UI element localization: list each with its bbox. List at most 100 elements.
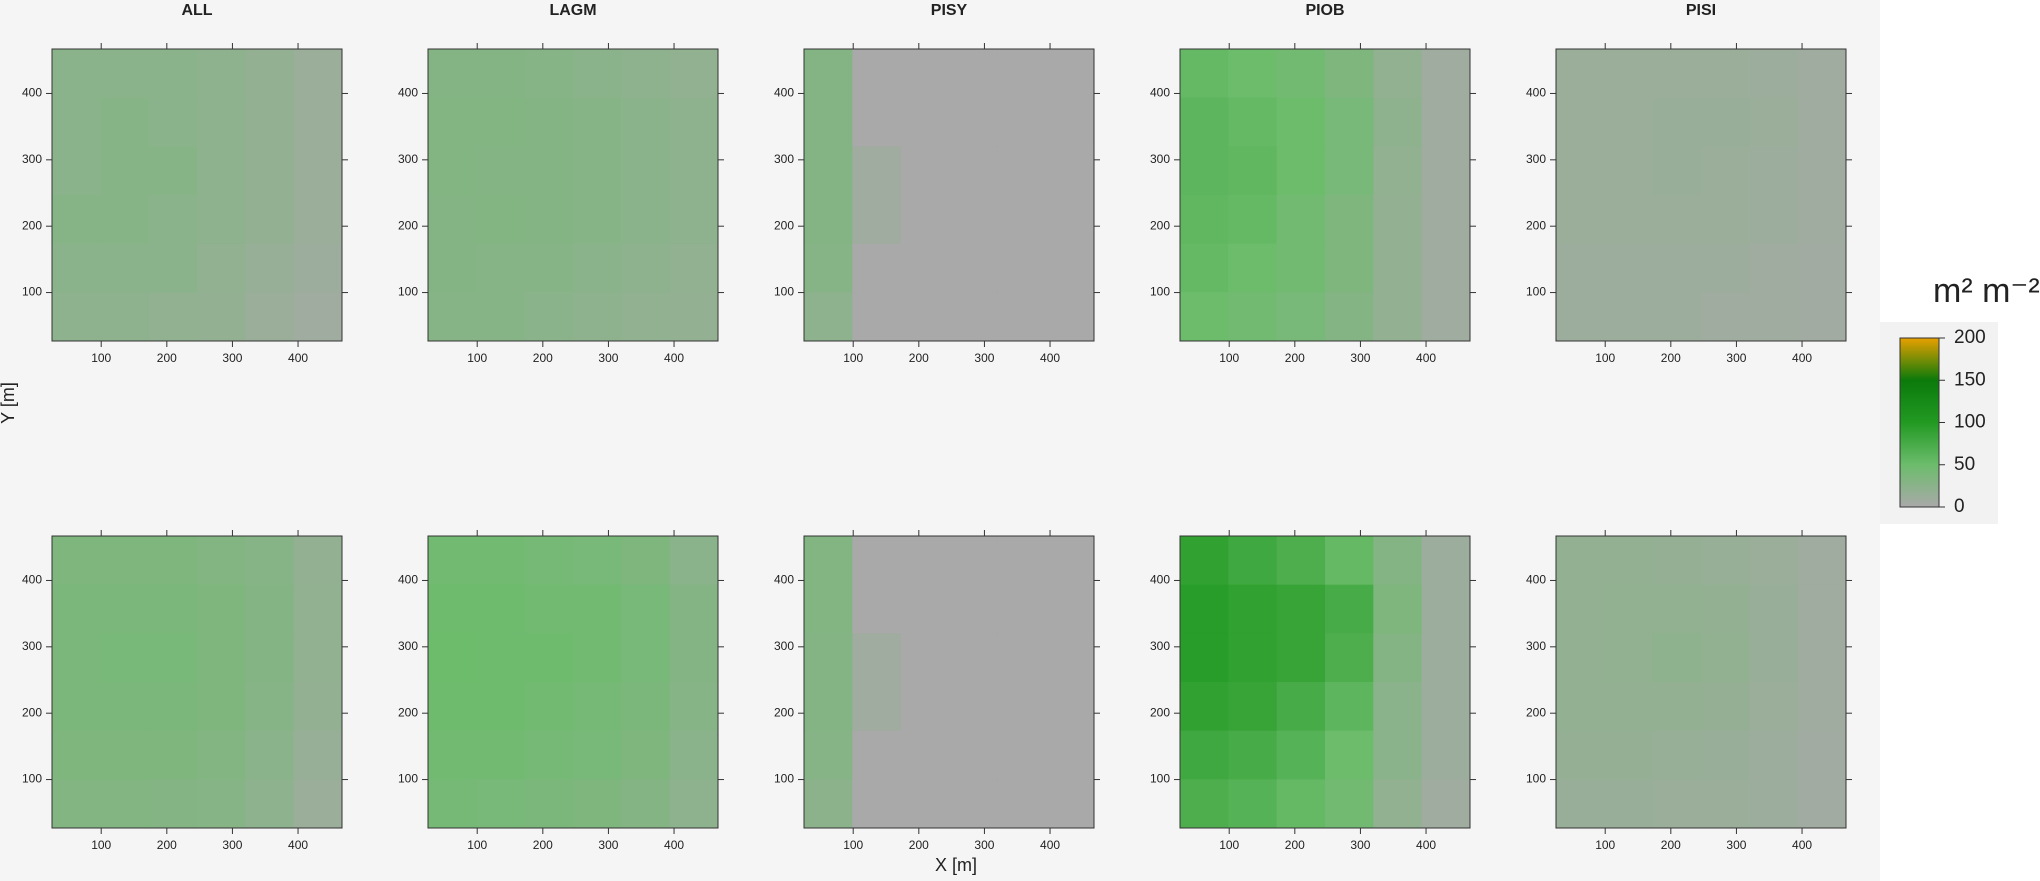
heatmap-cell (1373, 633, 1423, 683)
heatmap-cell (1604, 97, 1654, 147)
heatmap-cell (621, 243, 671, 293)
x-tick-label: 400 (288, 351, 308, 365)
heatmap-cell (1276, 730, 1326, 780)
heatmap-cell (1797, 633, 1847, 683)
colorbar-tick-label: 50 (1954, 454, 1975, 475)
heatmap-cell (1180, 146, 1229, 196)
y-tick-label: 200 (22, 218, 42, 232)
heatmap-cell (245, 195, 295, 245)
heatmap-cell (1652, 49, 1702, 99)
heatmap-cell (476, 584, 526, 634)
heatmap-cell (428, 536, 477, 586)
heatmap-cell (1749, 536, 1799, 586)
heatmap-cell (1045, 97, 1095, 147)
heatmap-cell (1373, 682, 1423, 732)
heatmap-cell (148, 195, 198, 245)
heatmap-cell (293, 292, 343, 342)
heatmap-cell (1652, 536, 1702, 586)
heatmap-cell (524, 730, 574, 780)
x-tick-label: 200 (1285, 351, 1305, 365)
heatmap-cell (197, 243, 246, 293)
heatmap-cell (52, 243, 101, 293)
heatmap-cell (949, 633, 998, 683)
heatmap-cell (524, 633, 574, 683)
heatmap-cell (573, 292, 622, 342)
heatmap-cell (1604, 292, 1654, 342)
y-tick-label: 100 (398, 772, 418, 786)
heatmap-cell (669, 292, 719, 342)
heatmap-cell (1180, 97, 1229, 147)
heatmap-cell (1701, 633, 1750, 683)
heatmap-cell (1797, 49, 1847, 99)
heatmap-cell (1276, 584, 1326, 634)
x-tick-label: 100 (1219, 838, 1239, 852)
heatmap-cell (573, 584, 622, 634)
heatmap-cell (1652, 195, 1702, 245)
heatmap-cell (900, 49, 950, 99)
heatmap-cell (621, 292, 671, 342)
heatmap-cell (621, 584, 671, 634)
heatmap-cell (476, 292, 526, 342)
heatmap-cell (1652, 243, 1702, 293)
heatmap-cell (1421, 292, 1471, 342)
heatmap-cell (1556, 292, 1605, 342)
y-tick-label: 100 (774, 285, 794, 299)
x-tick-label: 400 (1792, 838, 1812, 852)
heatmap-cell (1749, 584, 1799, 634)
heatmap-cell (524, 779, 574, 829)
heatmap-cell (1228, 584, 1278, 634)
heatmap-cell (293, 730, 343, 780)
x-tick-label: 400 (664, 838, 684, 852)
heatmap-cell (573, 146, 622, 196)
heatmap-cell (949, 682, 998, 732)
panel-frame (1179, 535, 1471, 829)
heatmap-cell (52, 536, 101, 586)
heatmap-cell (1556, 633, 1605, 683)
heatmap-cell (1325, 633, 1374, 683)
y-tick-label: 400 (774, 86, 794, 100)
heatmap-cell (245, 97, 295, 147)
heatmap-cell (1421, 633, 1471, 683)
heatmap-cell (1797, 97, 1847, 147)
heatmap-cell (900, 146, 950, 196)
panel-title: LAGM (549, 2, 596, 19)
heatmap-cell (52, 633, 101, 683)
y-tick-label: 200 (774, 218, 794, 232)
heatmap-cell (1325, 243, 1374, 293)
heatmap-cell (669, 49, 719, 99)
panel-frame (803, 48, 1095, 342)
panel-frame (427, 535, 719, 829)
heatmap-cell (804, 730, 853, 780)
heatmap-cell (1325, 779, 1374, 829)
heatmap-cell (1228, 243, 1278, 293)
heatmap-cell (100, 682, 150, 732)
heatmap-cell (997, 682, 1047, 732)
heatmap-cell (197, 195, 246, 245)
heatmap-cell (1045, 195, 1095, 245)
heatmap-cell (476, 682, 526, 732)
heatmap-cell (852, 730, 902, 780)
x-tick-label: 400 (1040, 838, 1060, 852)
heatmap-cell (197, 97, 246, 147)
heatmap-cell (1797, 682, 1847, 732)
y-tick-label: 300 (1150, 639, 1170, 653)
heatmap-cell (52, 584, 101, 634)
heatmap-cell (52, 682, 101, 732)
heatmap-cell (1701, 682, 1750, 732)
heatmap-cell (573, 633, 622, 683)
heatmap-cell (1749, 243, 1799, 293)
heatmap-cell (428, 243, 477, 293)
y-tick-label: 200 (398, 705, 418, 719)
heatmap-cell (1604, 195, 1654, 245)
heatmap-cell (621, 97, 671, 147)
heatmap-cell (900, 584, 950, 634)
panel-frame (51, 535, 343, 829)
y-tick-label: 300 (1526, 152, 1546, 166)
heatmap-cell (1276, 779, 1326, 829)
x-axis-label: X [m] (935, 855, 977, 875)
heatmap-cell (852, 146, 902, 196)
heatmap-cell (804, 536, 853, 586)
heatmap-cell (1604, 779, 1654, 829)
heatmap-cell (573, 49, 622, 99)
x-tick-label: 300 (1726, 838, 1746, 852)
